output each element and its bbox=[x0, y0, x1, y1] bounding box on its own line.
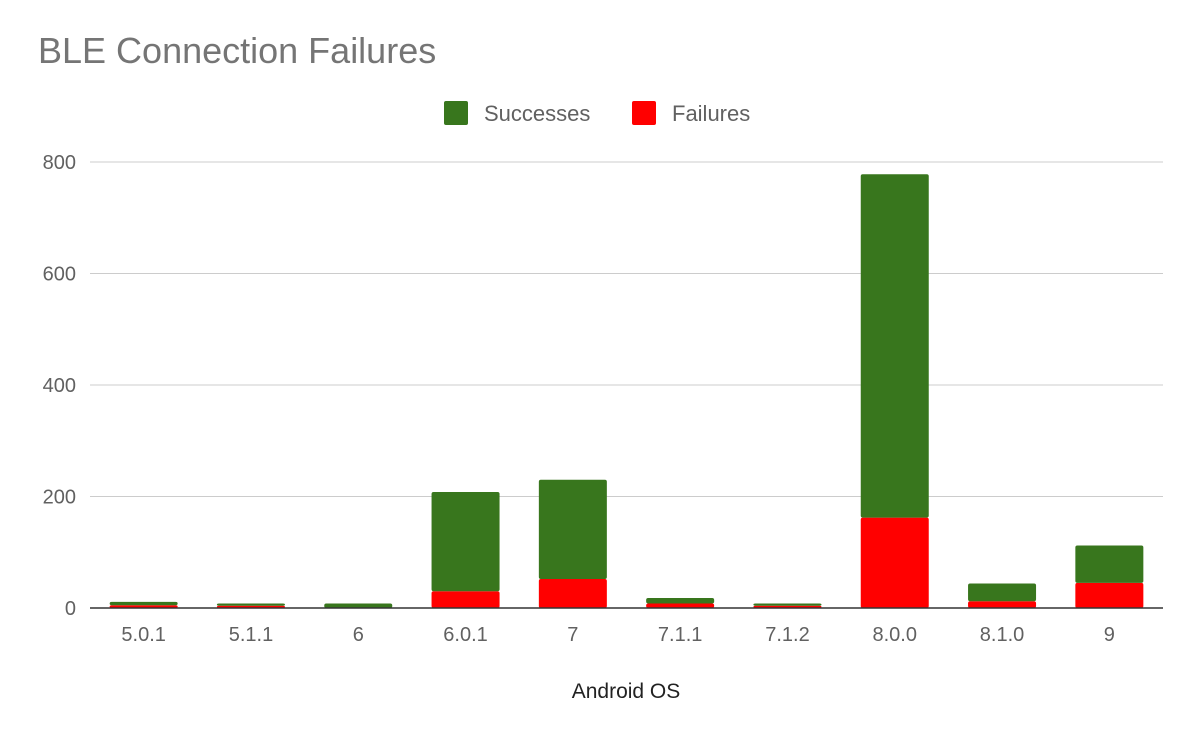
bar-successes-5-0-1 bbox=[109, 601, 178, 606]
x-tick-label: 9 bbox=[1104, 624, 1115, 646]
x-tick-label: 8.0.0 bbox=[873, 624, 917, 646]
bar-successes-6-0-1 bbox=[431, 492, 500, 592]
y-tick-label: 0 bbox=[65, 598, 76, 620]
gridlines bbox=[90, 161, 1163, 497]
x-axis-ticks: 5.0.1 5.1.1 6 6.0.1 7 7.1.1 7.1.2 8.0.0 8.1.0 9 bbox=[121, 624, 1115, 646]
bar-successes-9 bbox=[1075, 545, 1144, 583]
x-tick-label: 6.0.1 bbox=[443, 624, 487, 646]
bar-successes-8-1-0 bbox=[968, 583, 1037, 602]
legend: Successes Failures bbox=[444, 101, 750, 126]
bar-successes-7-1-2 bbox=[753, 603, 822, 606]
x-tick-label: 6 bbox=[353, 624, 364, 646]
y-tick-label: 800 bbox=[43, 152, 76, 174]
y-tick-label: 400 bbox=[43, 375, 76, 397]
x-axis-title: Android OS bbox=[572, 680, 681, 703]
bar-failures-7 bbox=[538, 579, 607, 608]
legend-swatch-successes bbox=[444, 101, 468, 125]
x-tick-label: 7.1.1 bbox=[658, 624, 702, 646]
y-tick-label: 600 bbox=[43, 264, 76, 286]
bar-successes-8-0-0 bbox=[860, 174, 929, 518]
legend-swatch-failures bbox=[632, 101, 656, 125]
bar-successes-6 bbox=[324, 603, 393, 608]
y-axis-ticks: 0 200 400 600 800 bbox=[43, 152, 76, 620]
bar-failures-8-1-0 bbox=[968, 601, 1037, 608]
bar-failures-7-1-1 bbox=[646, 603, 715, 608]
bar-failures-6-0-1 bbox=[431, 591, 500, 608]
x-tick-label: 8.1.0 bbox=[980, 624, 1024, 646]
bar-successes-5-1-1 bbox=[216, 603, 285, 606]
bar-successes-7-1-1 bbox=[646, 597, 715, 604]
chart-title: BLE Connection Failures bbox=[38, 30, 437, 71]
legend-label-failures: Failures bbox=[672, 101, 750, 126]
x-tick-label: 5.0.1 bbox=[121, 624, 165, 646]
bar-failures-8-0-0 bbox=[860, 517, 929, 608]
bars bbox=[109, 174, 1144, 608]
x-tick-label: 7 bbox=[567, 624, 578, 646]
legend-label-successes: Successes bbox=[484, 101, 590, 126]
x-tick-label: 5.1.1 bbox=[229, 624, 273, 646]
x-tick-label: 7.1.2 bbox=[765, 624, 809, 646]
y-tick-label: 200 bbox=[43, 487, 76, 509]
bar-failures-9 bbox=[1075, 582, 1144, 608]
bar-successes-7 bbox=[538, 479, 607, 580]
